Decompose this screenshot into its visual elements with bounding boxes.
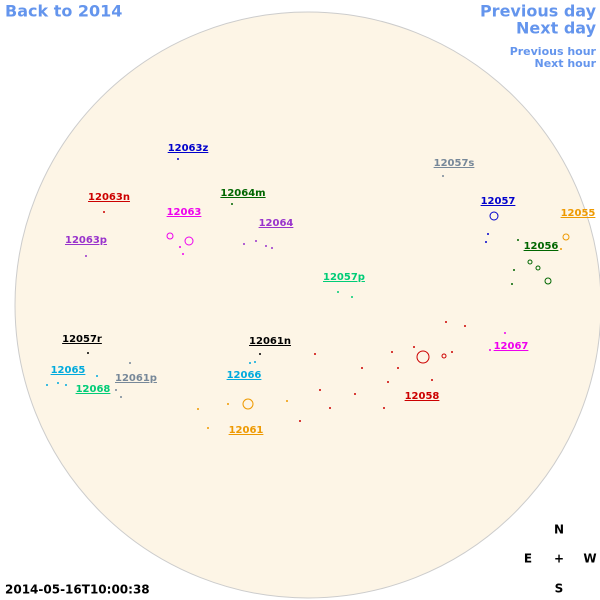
compass-e: E [524, 552, 532, 566]
sunspot [87, 352, 89, 354]
region-label[interactable]: 12063z [168, 143, 209, 154]
region-label[interactable]: 12068 [76, 384, 111, 395]
sunspot [527, 259, 533, 265]
sunspot [562, 233, 570, 241]
sunspot [271, 247, 273, 249]
region-label[interactable]: 12065 [51, 365, 86, 376]
sunspot [120, 396, 122, 398]
region-label[interactable]: 12061n [249, 336, 291, 347]
sunspot [57, 382, 59, 384]
region-label[interactable]: 12057r [62, 334, 102, 345]
sunspot [441, 353, 447, 359]
sunspot [242, 398, 254, 410]
compass-s: S [555, 582, 564, 596]
region-label[interactable]: 12061p [115, 373, 157, 384]
next-day-link[interactable]: Next day [516, 19, 597, 38]
sunspot [397, 367, 399, 369]
region-label[interactable]: 12057p [323, 272, 365, 283]
sunspot [489, 349, 491, 351]
sunspot [513, 269, 515, 271]
sunspot [504, 332, 506, 334]
sunspot [416, 350, 430, 364]
sunspot [560, 248, 562, 250]
sunspot [314, 353, 316, 355]
compass-n: N [554, 523, 564, 537]
sunspot [511, 283, 513, 285]
region-label[interactable]: 12058 [405, 391, 440, 402]
sunspot [231, 203, 233, 205]
sunspot [299, 420, 301, 422]
sunspot [351, 296, 353, 298]
sunspot [544, 277, 552, 285]
sunspot [337, 291, 339, 293]
prev-day-link[interactable]: Previous day [480, 2, 597, 21]
solar-disk [14, 11, 600, 599]
sunspot [387, 381, 389, 383]
sunspot [286, 400, 288, 402]
back-link[interactable]: Back to 2014 [5, 2, 122, 21]
sunspot [254, 361, 256, 363]
sunspot [431, 379, 433, 381]
sunspot [413, 346, 415, 348]
sunspot [207, 427, 209, 429]
region-label[interactable]: 12067 [494, 341, 529, 352]
compass-center: + [554, 552, 564, 566]
sunspot [517, 239, 519, 241]
timestamp: 2014-05-16T10:00:38 [5, 583, 150, 597]
region-label[interactable]: 12063 [167, 207, 202, 218]
sunspot [197, 408, 199, 410]
sunspot [243, 243, 245, 245]
sunspot [103, 211, 105, 213]
region-label[interactable]: 12057s [434, 158, 475, 169]
sunspot [46, 384, 48, 386]
region-label[interactable]: 12063p [65, 235, 107, 246]
sunspot [255, 240, 257, 242]
region-label[interactable]: 12064m [220, 188, 265, 199]
next-hour-link[interactable]: Next hour [535, 57, 597, 70]
sunspot [179, 246, 181, 248]
region-label[interactable]: 12057 [481, 196, 516, 207]
sunspot [259, 353, 261, 355]
sunspot [535, 265, 541, 271]
sunspot [227, 403, 229, 405]
region-label[interactable]: 12056 [524, 241, 559, 252]
sunspot [85, 255, 87, 257]
sunspot [83, 385, 85, 387]
sunspot [182, 253, 184, 255]
sunspot [451, 351, 453, 353]
sunspot [487, 233, 489, 235]
sunspot [361, 367, 363, 369]
sunspot [464, 325, 466, 327]
sunspot [177, 158, 179, 160]
sunspot [184, 236, 194, 246]
sunspot [115, 389, 117, 391]
sunspot [265, 245, 267, 247]
sunspot [329, 407, 331, 409]
region-label[interactable]: 12063n [88, 192, 130, 203]
sunspot [129, 362, 131, 364]
sunspot [319, 389, 321, 391]
sunspot [445, 321, 447, 323]
sunspot [485, 241, 487, 243]
sunspot [354, 393, 356, 395]
region-label[interactable]: 12066 [227, 370, 262, 381]
prev-hour-link[interactable]: Previous hour [510, 45, 597, 58]
region-label[interactable]: 12064 [259, 218, 294, 229]
sunspot [166, 232, 174, 240]
region-label[interactable]: 12061 [229, 425, 264, 436]
compass-w: W [583, 552, 596, 566]
sunspot [489, 211, 499, 221]
sunspot [249, 362, 251, 364]
sunspot [65, 384, 67, 386]
sunspot [383, 407, 385, 409]
sunspot [391, 351, 393, 353]
sunspot [96, 375, 98, 377]
sunspot [442, 175, 444, 177]
region-label[interactable]: 12055 [561, 208, 596, 219]
